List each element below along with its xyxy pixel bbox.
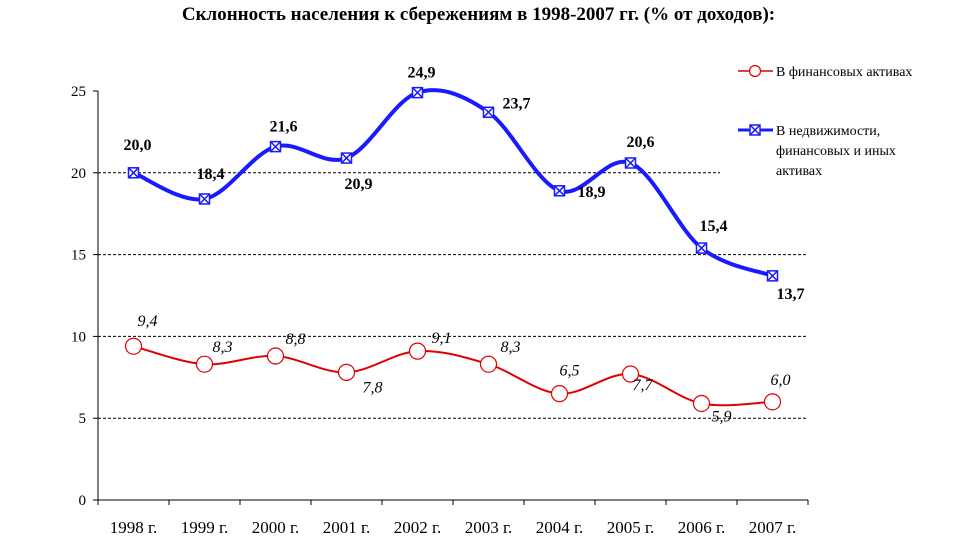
data-point [621, 365, 640, 383]
x-tick-label: 2007 г. [749, 518, 797, 537]
data-label: 24,9 [408, 65, 436, 82]
data-label: 23,7 [503, 95, 531, 112]
x-tick-label: 2004 г. [536, 518, 584, 537]
x-tick-label: 1999 г. [181, 518, 229, 537]
data-point [553, 185, 566, 197]
data-label: 6,0 [771, 372, 791, 389]
x-tick-label: 2001 г. [323, 518, 371, 537]
legend-marker-real-estate [749, 124, 761, 136]
data-label: 20,9 [345, 176, 373, 193]
x-tick-label: 2005 г. [607, 518, 655, 537]
chart-title: Склонность населения к сбережениям в 199… [181, 4, 776, 25]
data-label: 9,1 [432, 330, 452, 347]
x-tick-label: 1998 г. [110, 518, 158, 537]
data-label: 20,0 [124, 137, 152, 154]
x-tick-label: 2006 г. [678, 518, 726, 537]
y-tick-label: 25 [71, 84, 86, 100]
data-point [195, 355, 214, 373]
data-point [266, 347, 285, 365]
y-tick-label: 0 [79, 493, 87, 509]
data-point [127, 167, 140, 179]
data-label: 7,8 [363, 379, 383, 396]
legend-label-financial: В финансовых активах [776, 65, 912, 80]
data-point [340, 152, 353, 164]
data-label: 9,4 [138, 313, 158, 330]
grid-lines [98, 172, 808, 419]
marker-cross [766, 270, 779, 282]
data-point [408, 342, 427, 360]
axes: 0 5 10 15 20 25 1998 г. 1999 г. 2000 г. 2001 г. 20… [71, 84, 809, 537]
data-label: 8,8 [286, 331, 306, 348]
data-label: 13,7 [777, 286, 805, 303]
data-label: 6,5 [560, 363, 580, 380]
legend-marker-financial [748, 64, 762, 78]
marker-cross [482, 106, 495, 118]
data-point [124, 337, 143, 355]
x-tick-label: 2000 г. [252, 518, 300, 537]
legend-label-real-estate: В недвижимости, [776, 124, 880, 139]
data-label: 18,4 [197, 166, 225, 183]
data-point [695, 242, 708, 254]
legend-label-real-estate: финансовых и иных [776, 144, 896, 159]
data-point [550, 385, 569, 403]
data-label: 8,3 [213, 339, 233, 356]
series-line-financial [132, 345, 774, 407]
data-label: 15,4 [700, 218, 728, 235]
data-label: 5,9 [712, 408, 732, 425]
legend: В финансовых активах В недвижимости, финан… [738, 64, 912, 179]
y-tick-label: 20 [71, 166, 86, 182]
data-point [692, 394, 711, 413]
marker-cross [269, 141, 282, 153]
marker-cross [411, 87, 424, 99]
marker-cross [127, 167, 140, 179]
data-label: 18,9 [578, 184, 606, 201]
series-line-real-estate [131, 88, 775, 278]
marker-cross [340, 152, 353, 164]
marker-cross [198, 193, 211, 205]
marker-cross [624, 157, 637, 169]
y-tick-label: 5 [79, 411, 87, 427]
data-point [763, 393, 782, 411]
data-point [766, 270, 779, 282]
data-point [479, 355, 498, 373]
x-tick-label: 2003 г. [465, 518, 513, 537]
data-point [269, 140, 282, 153]
data-label: 7,7 [633, 377, 654, 394]
x-tick-label: 2002 г. [394, 518, 442, 537]
data-label: 8,3 [501, 339, 521, 356]
data-point [411, 86, 424, 99]
data-point [337, 363, 356, 381]
legend-label-real-estate: активах [776, 164, 822, 179]
data-label: 20,6 [627, 134, 655, 151]
y-tick-label: 10 [71, 329, 86, 345]
data-label: 21,6 [270, 119, 298, 136]
data-point [198, 193, 211, 205]
legend-marker-cross [749, 124, 761, 136]
data-point [624, 157, 637, 169]
series-layer: 9,4 8,3 8,8 7,8 9,1 8,3 6,5 7,7 5,9 6,0 20,0 18,4 21… [124, 65, 805, 426]
marker-cross [553, 185, 566, 197]
y-tick-label: 15 [71, 248, 86, 264]
marker-cross [695, 242, 708, 254]
data-point [482, 106, 495, 119]
